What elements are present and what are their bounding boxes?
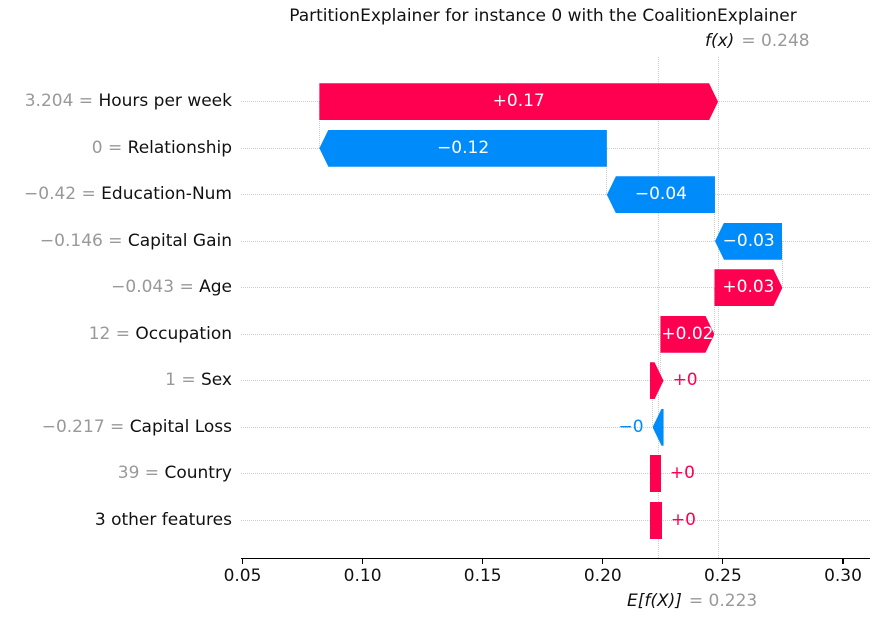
waterfall-bar-3-other-features — [650, 501, 662, 539]
x-axis-tick-label: 0.15 — [463, 566, 502, 586]
waterfall-bar-country — [650, 455, 661, 493]
efx-math-label: E[f(X)] — [627, 591, 682, 611]
row-gridline — [241, 287, 870, 289]
bar-value-label: +0 — [670, 509, 696, 530]
fx-math-label: f(x) — [705, 31, 735, 51]
fx-guide-line — [717, 57, 719, 558]
row-gridline — [241, 426, 870, 428]
connector-line — [318, 101, 320, 149]
bar-value-label: −0 — [618, 416, 644, 437]
waterfall-bar-capital-loss — [652, 408, 664, 446]
connector-line — [657, 427, 659, 474]
feature-value: 0 = — [91, 137, 128, 158]
efx-value: = 0.223 — [688, 591, 758, 611]
connector-line — [781, 241, 783, 288]
waterfall-bar-capital-gain — [714, 222, 783, 260]
feature-name: Sex — [200, 370, 232, 391]
x-axis-tick — [722, 559, 724, 565]
feature-name: Capital Gain — [127, 230, 232, 251]
x-axis-tick-label: 0.10 — [343, 566, 382, 586]
waterfall-bar-occupation — [660, 316, 714, 353]
x-axis-tick — [842, 559, 844, 565]
x-axis-tick-label: 0.05 — [223, 566, 262, 586]
feature-label: 0 = Relationship — [92, 136, 232, 161]
feature-name: Country — [164, 463, 232, 484]
x-axis-tick — [602, 559, 604, 565]
connector-line — [713, 287, 715, 335]
feature-label: −0.42 = Education-Num — [24, 182, 232, 207]
x-axis-tick-label: 0.30 — [824, 566, 862, 586]
efx-annotation: E[f(X)] = 0.223 — [627, 591, 757, 611]
feature-label: 39 = Country — [118, 461, 232, 486]
row-gridline — [241, 473, 870, 475]
feature-value: 3.204 = — [24, 91, 99, 112]
feature-label: 3.204 = Hours per week — [25, 89, 232, 114]
feature-label: 12 = Occupation — [89, 322, 232, 347]
feature-name: Relationship — [127, 137, 232, 158]
chart-title: PartitionExplainer for instance 0 with t… — [289, 6, 797, 26]
bar-value-label: +0.17 — [492, 91, 545, 112]
bar-value-label: −0.12 — [437, 137, 490, 158]
waterfall-bar-age — [714, 269, 782, 306]
x-axis-spine — [241, 558, 870, 560]
connector-line — [657, 473, 659, 521]
bar-value-label: +0 — [672, 370, 698, 391]
waterfall-bar-education-num — [606, 176, 715, 214]
connector-line — [652, 380, 654, 428]
x-axis-tick — [482, 559, 484, 565]
feature-name: Capital Loss — [129, 416, 232, 437]
efx-guide-line — [657, 57, 659, 558]
bar-value-label: −0.04 — [634, 184, 687, 205]
row-gridline — [241, 380, 870, 382]
feature-name: Education-Num — [101, 184, 232, 205]
x-axis-tick-label: 0.20 — [583, 566, 622, 586]
bar-value-label: +0.02 — [661, 323, 714, 344]
feature-value: −0.146 = — [39, 230, 128, 251]
feature-label: 1 = Sex — [165, 368, 232, 393]
feature-label: −0.217 = Capital Loss — [42, 415, 232, 440]
feature-name: Occupation — [135, 323, 232, 344]
x-axis-tick — [241, 559, 244, 565]
row-gridline — [241, 194, 870, 196]
feature-value: −0.217 = — [41, 416, 130, 437]
row-gridline — [241, 240, 870, 242]
fx-value: = 0.248 — [741, 31, 810, 51]
feature-value: 12 = — [88, 323, 136, 344]
x-axis-tick — [362, 559, 364, 565]
feature-label: −0.043 = Age — [111, 275, 232, 300]
bar-value-label: +0 — [669, 463, 695, 484]
feature-value: 39 = — [117, 463, 165, 484]
connector-line — [659, 334, 661, 381]
connector-line — [606, 148, 608, 195]
feature-name: Age — [199, 277, 232, 298]
bar-value-label: −0.03 — [722, 230, 775, 251]
feature-value: −0.043 = — [111, 277, 200, 298]
feature-label: −0.146 = Capital Gain — [40, 229, 232, 254]
feature-value: 1 = — [165, 370, 201, 391]
bar-value-label: +0.03 — [722, 277, 775, 298]
feature-label: 3 other features — [95, 508, 232, 533]
x-axis-tick-label: 0.25 — [703, 566, 742, 586]
feature-name: 3 other features — [94, 509, 232, 530]
waterfall-bar-relationship — [319, 129, 607, 167]
row-gridline — [241, 519, 870, 521]
row-gridline — [241, 333, 870, 335]
feature-name: Hours per week — [98, 91, 232, 112]
feature-value: −0.42 = — [24, 184, 102, 205]
connector-line — [714, 194, 716, 242]
waterfall-bar-sex — [650, 362, 664, 399]
fx-annotation: f(x) = 0.248 — [705, 31, 810, 51]
waterfall-bar-hours-per-week — [319, 83, 718, 120]
